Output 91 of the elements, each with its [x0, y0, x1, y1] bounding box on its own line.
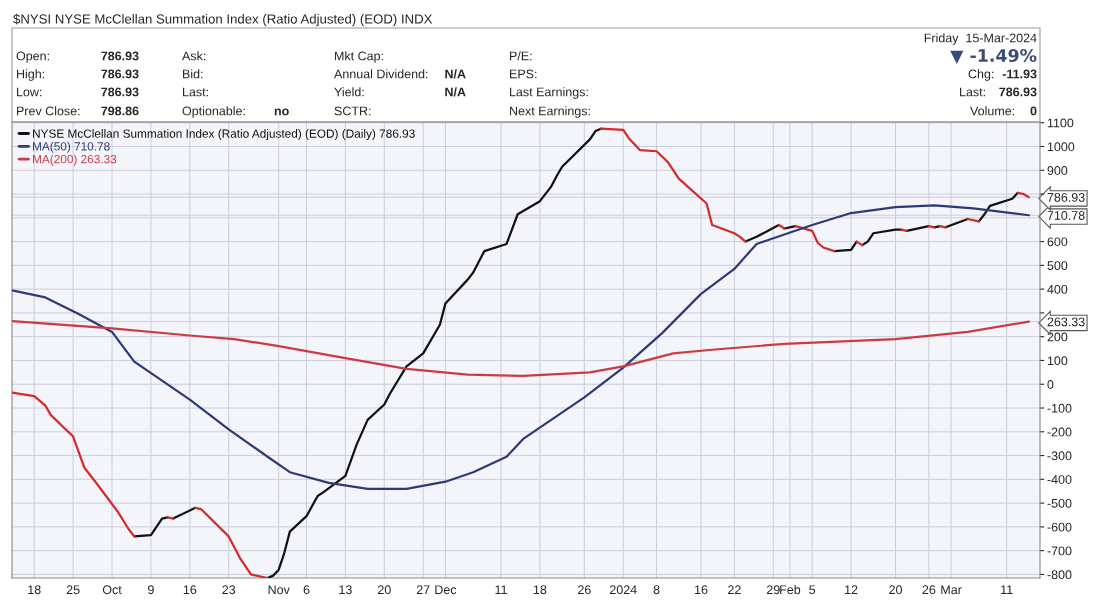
- x-tick-label: 26: [578, 585, 591, 595]
- x-tick-label: 18: [28, 585, 41, 595]
- x-tick-label: 9: [148, 585, 154, 595]
- text: SCTR:: [334, 106, 371, 116]
- y-tick-label: -100: [1047, 403, 1072, 413]
- text: Low:: [17, 87, 42, 97]
- y-tick-label: -800: [1047, 570, 1072, 580]
- line-series: [12, 320, 1030, 378]
- x-tick-label: 11: [495, 585, 507, 594]
- text: 798.86: [101, 106, 139, 116]
- x-tick-label: 20: [377, 585, 391, 595]
- text: Mkt Cap:: [335, 51, 383, 63]
- text: Chg:: [968, 69, 994, 81]
- y-tick-label: 400: [1047, 284, 1068, 294]
- y-tick-label: 786.93: [1047, 192, 1085, 202]
- y-tick-label: 600: [1047, 237, 1068, 247]
- text: EPS:: [510, 69, 537, 79]
- text: ▼ -1.49%: [950, 48, 1037, 64]
- x-tick-label: 22: [728, 585, 741, 594]
- text: Open:: [16, 51, 49, 63]
- x-tick-label: 11: [1001, 585, 1013, 594]
- x-tick-label: 2024: [609, 585, 637, 595]
- x-tick-label: 16: [183, 585, 197, 595]
- x-tick-label: 25: [66, 585, 80, 595]
- line-series: [599, 127, 747, 243]
- x-tick-label: 20: [889, 585, 902, 595]
- x-tick-label: Nov: [268, 585, 290, 595]
- text: 0: [1030, 106, 1037, 116]
- text: Prev Close:: [17, 106, 80, 116]
- y-tick-label: 1000: [1047, 142, 1075, 152]
- legend-label: MA(200) 263.33: [33, 154, 117, 166]
- text: Optionable:: [182, 106, 245, 118]
- line-series: [861, 228, 903, 247]
- y-tick-label: 100: [1047, 356, 1068, 366]
- text: 786.93: [101, 51, 139, 61]
- x-tick-label: 8: [653, 585, 660, 595]
- text: Ask:: [182, 51, 206, 61]
- text: High:: [17, 69, 45, 81]
- x-tick-label: 18: [533, 585, 547, 595]
- y-tick-label: 200: [1047, 332, 1068, 342]
- text: Annual Dividend:: [334, 69, 428, 79]
- y-tick-label: -600: [1047, 522, 1072, 532]
- line-series: [12, 204, 1030, 490]
- text: -11.93: [1002, 69, 1037, 79]
- text: Friday 15-Mar-2024: [924, 33, 1037, 45]
- line-series: [977, 191, 1019, 223]
- x-tick-label: Oct: [102, 585, 122, 595]
- y-tick-label: 1100: [1047, 118, 1074, 128]
- text: Last:: [960, 87, 985, 97]
- y-tick-label: -400: [1047, 475, 1072, 484]
- text: no: [274, 108, 289, 116]
- y-tick-label: 500: [1047, 261, 1068, 271]
- text: 786.93: [101, 69, 139, 79]
- y-tick-label: 710.78: [1047, 211, 1085, 220]
- x-tick-label: 13: [339, 585, 352, 595]
- text: Last Earnings:: [510, 87, 588, 99]
- legend-label: NYSE McClellan Summation Index (Ratio Adjusted) (EOD) (Daily) 786.93: [33, 129, 415, 141]
- line-series: [12, 391, 136, 538]
- line-series: [194, 506, 269, 578]
- text: P/E:: [510, 51, 532, 61]
- x-tick-label: 5: [809, 585, 816, 595]
- chart-title: $NYSI NYSE McClellan Summation Index (Ratio Adjusted) (EOD) INDX: [13, 13, 433, 27]
- legend-label: MA(50) 710.78: [33, 141, 110, 153]
- text: N/A: [445, 69, 466, 79]
- x-tick-label: 12: [845, 585, 858, 594]
- x-tick-label: 27: [416, 585, 430, 594]
- text: Bid:: [183, 69, 203, 79]
- text: Volume:: [970, 106, 1015, 116]
- x-tick-label: Dec: [435, 585, 457, 595]
- text: N/A: [445, 87, 466, 97]
- y-tick-label: 900: [1047, 166, 1068, 175]
- x-tick-label: 26: [922, 585, 936, 595]
- x-tick-label: 23: [222, 585, 236, 595]
- text: Yield:: [334, 87, 364, 97]
- y-tick-label: -500: [1047, 498, 1072, 508]
- y-tick-label: -700: [1047, 546, 1072, 556]
- x-tick-label: 16: [695, 585, 708, 595]
- text: 786.93: [101, 87, 139, 97]
- line-series: [133, 516, 169, 538]
- y-tick-label: 263.33: [1047, 317, 1085, 327]
- x-tick-label: 29: [766, 585, 780, 595]
- x-tick-label: 6: [303, 585, 310, 595]
- y-tick-label: -300: [1047, 451, 1072, 461]
- y-tick-label: 0: [1047, 380, 1054, 389]
- x-tick-label: Feb: [780, 584, 801, 595]
- line-series: [794, 225, 836, 253]
- text: 786.93: [999, 87, 1037, 97]
- y-tick-label: -200: [1047, 427, 1072, 437]
- text: Next Earnings:: [510, 106, 590, 118]
- x-tick-label: Mar: [941, 585, 962, 595]
- text: Last:: [183, 87, 208, 97]
